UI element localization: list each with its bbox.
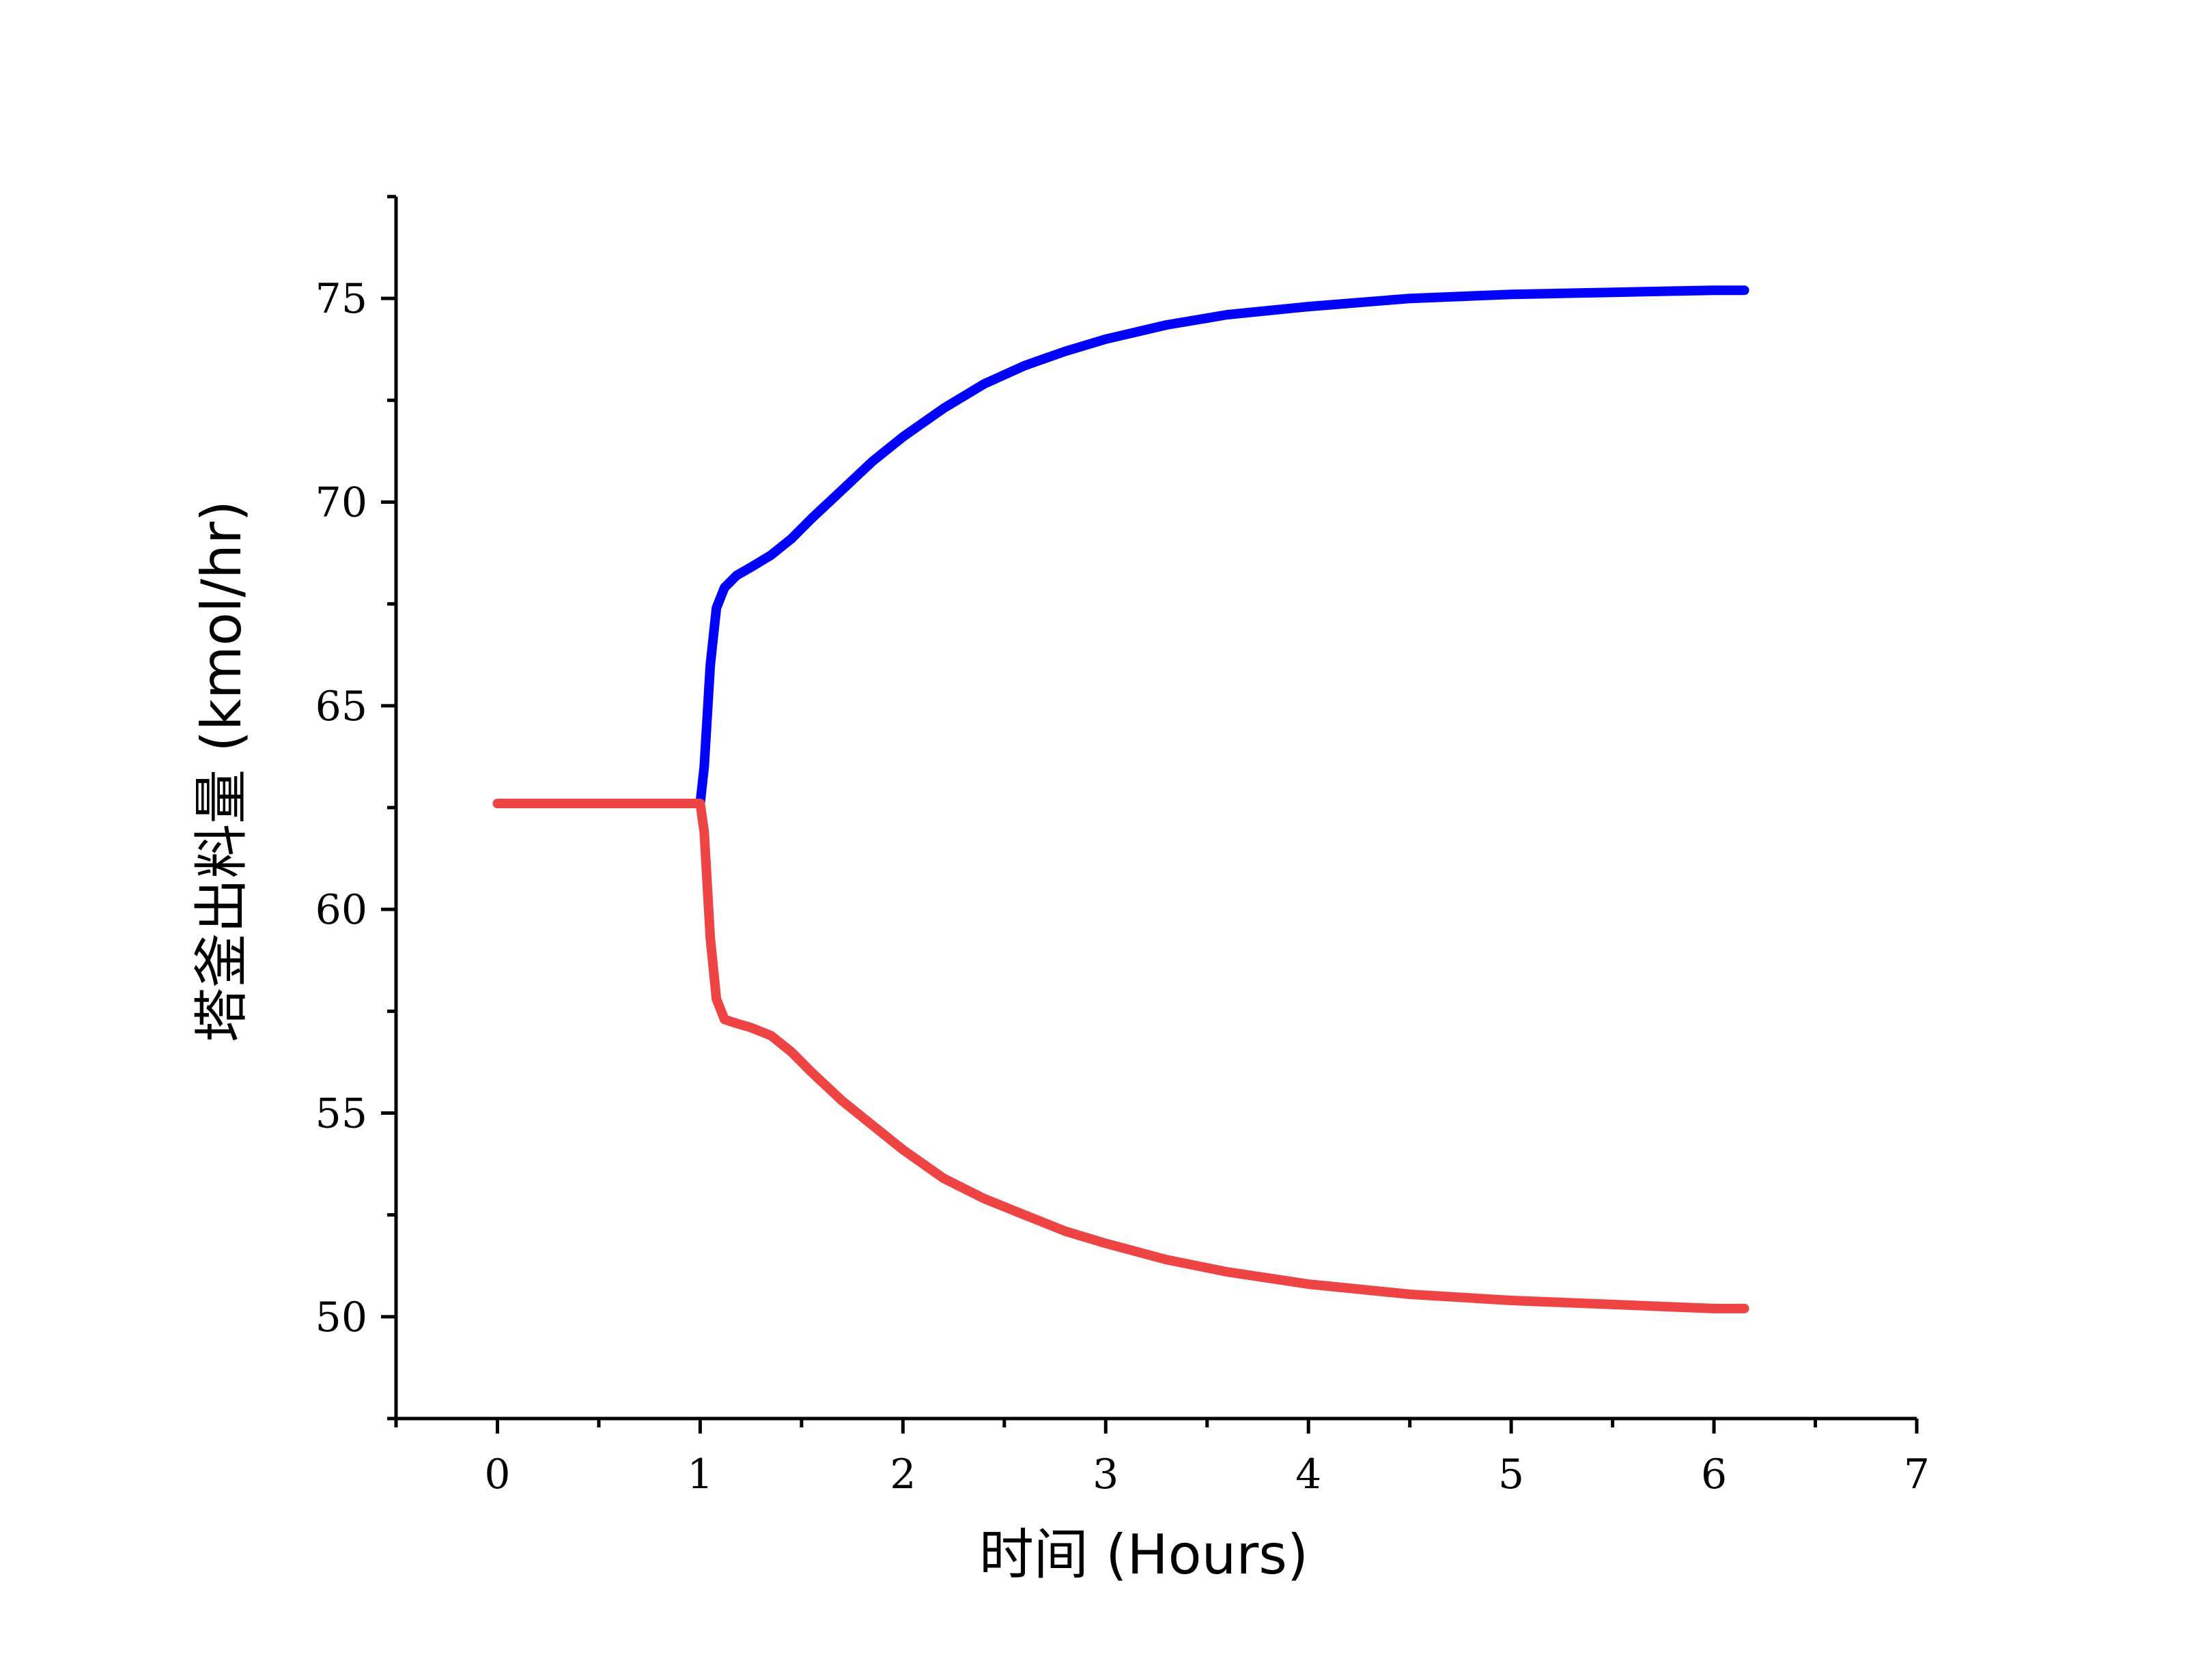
y-tick-label: 60 [315, 886, 367, 934]
x-tick-label: 3 [1093, 1451, 1118, 1498]
y-tick-label: 70 [315, 479, 367, 527]
x-tick-label: 5 [1498, 1451, 1524, 1498]
y-tick-label: 55 [315, 1090, 367, 1138]
x-tick-label: 6 [1701, 1451, 1727, 1498]
y-axis-title: 塔釜出料量 (kmol/hr) [190, 500, 253, 1042]
y-tick-label: 65 [315, 683, 367, 730]
x-tick-label: 1 [687, 1451, 713, 1498]
x-tick-label: 2 [890, 1451, 916, 1498]
x-axis-title: 时间 (Hours) [979, 1523, 1308, 1586]
series-line-red [492, 799, 1749, 1313]
x-tick-label: 7 [1904, 1451, 1930, 1498]
y-tick-label: 50 [315, 1294, 367, 1341]
x-tick-label: 0 [484, 1451, 510, 1498]
series-group [492, 285, 1749, 1313]
series-line-blue [695, 285, 1749, 808]
ticks-group: 0 1 2 3 4 5 6 7 50 55 60 65 70 75 [315, 195, 1930, 1498]
y-tick-label: 75 [315, 275, 367, 323]
x-tick-label: 4 [1295, 1451, 1321, 1498]
